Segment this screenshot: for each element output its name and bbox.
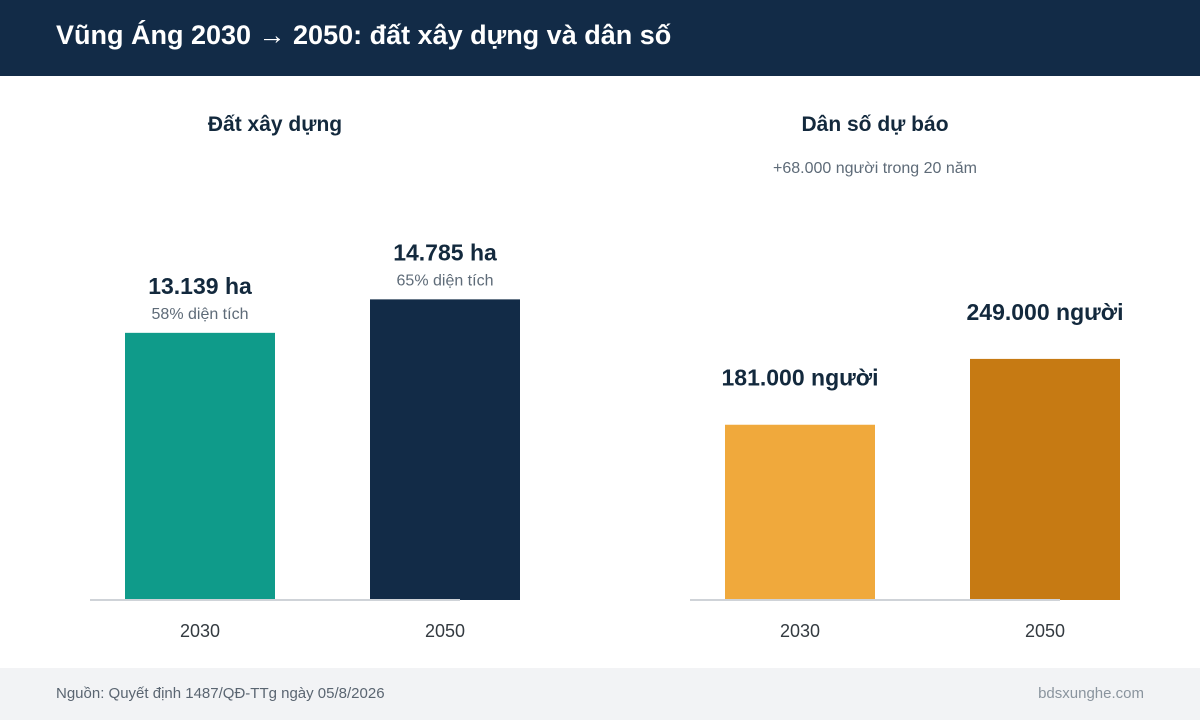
chart-land-share-label: 65% diện tích <box>397 272 494 289</box>
chart-population: Dân số dự báo +68.000 người trong 20 năm… <box>690 113 1124 641</box>
header-bar: Vũng Áng 2030 → 2050: đất xây dựng và dâ… <box>0 0 1200 76</box>
chart-population-tick-label: 2050 <box>1025 621 1065 641</box>
chart-population-subtitle: +68.000 người trong 20 năm <box>773 160 977 177</box>
chart-population-tick-label: 2030 <box>780 621 820 641</box>
source-note: Nguồn: Quyết định 1487/QĐ-TTg ngày 05/8/… <box>56 685 385 702</box>
chart-land-bar-2030 <box>125 332 275 600</box>
chart-land-bars: 13.139 ha 58% diện tích 2030 14.785 ha 65% d… <box>125 239 520 641</box>
chart-land-value-label: 14.785 ha <box>393 239 497 265</box>
chart-population-value-label: 249.000 người <box>966 299 1123 325</box>
footer: Nguồn: Quyết định 1487/QĐ-TTg ngày 05/8/… <box>0 668 1200 720</box>
chart-land-tick-label: 2030 <box>180 621 220 641</box>
chart-land-value-label: 13.139 ha <box>148 273 252 299</box>
chart-land-title: Đất xây dựng <box>208 113 342 136</box>
chart-population-value-label: 181.000 người <box>721 365 878 391</box>
chart-land-share-label: 58% diện tích <box>152 306 249 323</box>
chart-population-bars: 181.000 người 2030 249.000 người 2050 <box>721 299 1123 641</box>
chart-population-bar-2050 <box>970 358 1120 600</box>
chart-population-title: Dân số dự báo <box>801 113 948 136</box>
chart-land-tick-label: 2050 <box>425 621 465 641</box>
chart-land-bar-2050 <box>370 299 520 600</box>
brand-link[interactable]: bdsxunghe.com <box>1038 685 1144 702</box>
page-title: Vũng Áng 2030 → 2050: đất xây dựng và dâ… <box>56 20 672 50</box>
chart-population-bar-2030 <box>725 424 875 600</box>
